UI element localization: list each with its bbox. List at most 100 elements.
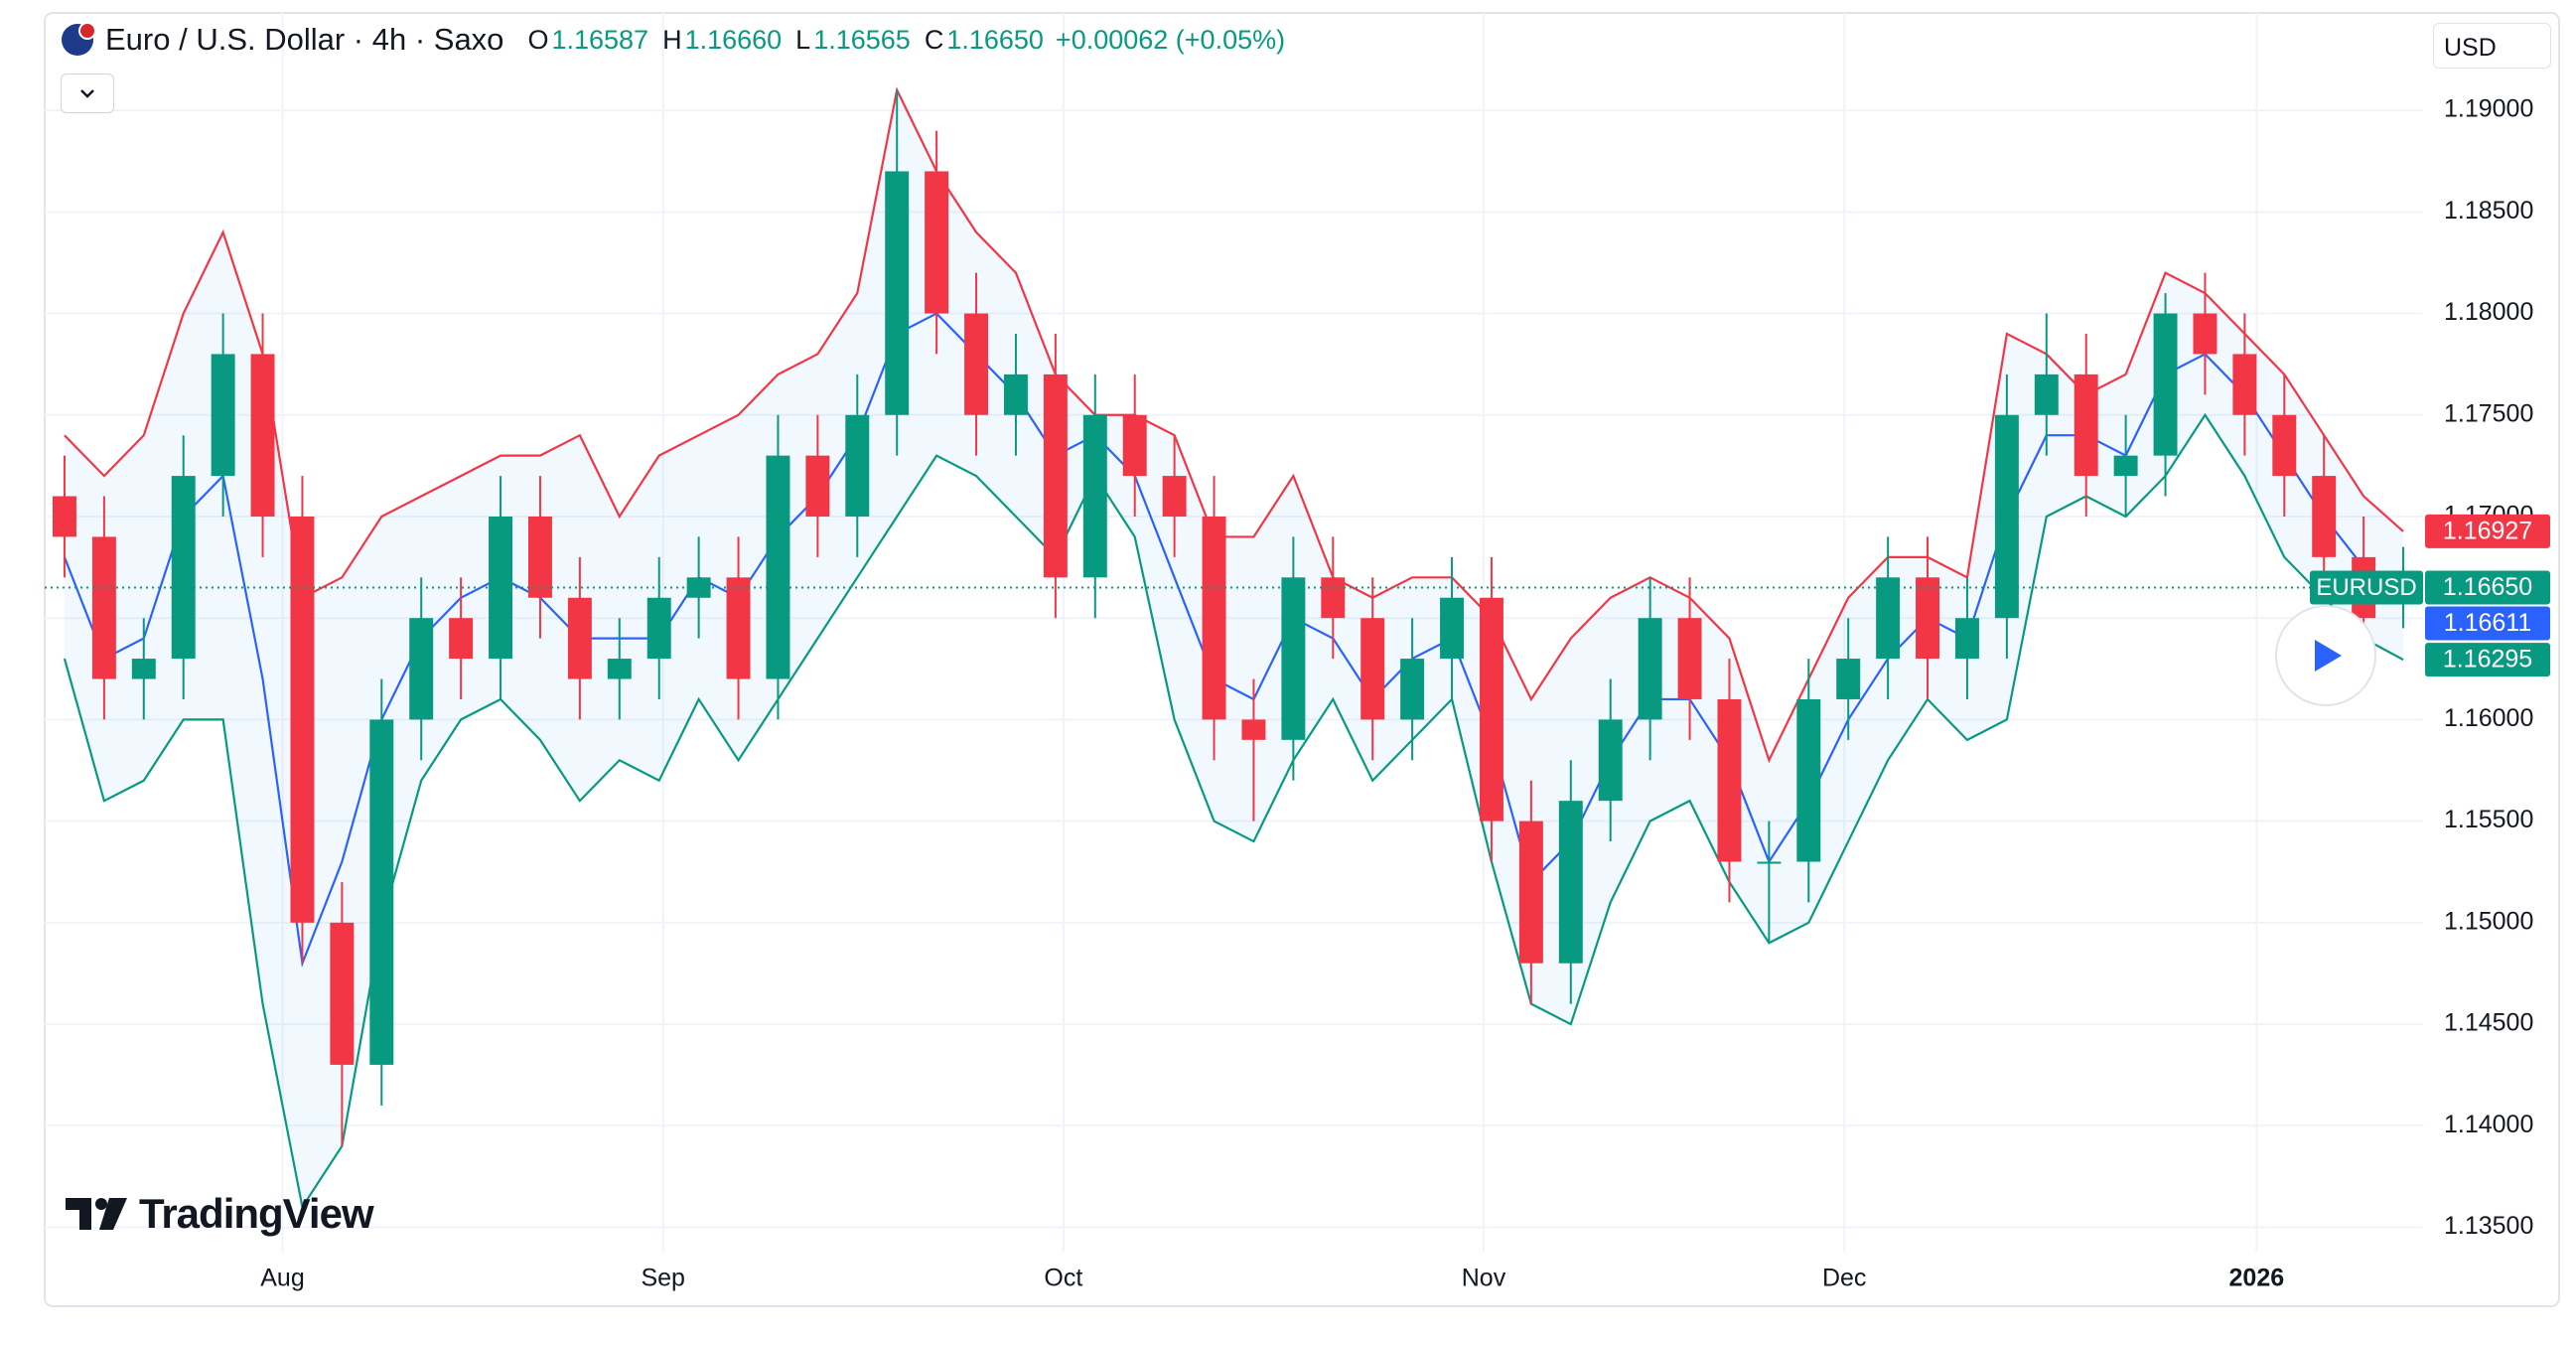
candle-body — [1836, 659, 1861, 699]
ohlc-key: C — [924, 24, 944, 55]
candle-body — [1440, 597, 1465, 660]
candle-body — [2034, 374, 2059, 415]
candle-body — [925, 171, 949, 314]
candle-body — [1360, 618, 1385, 720]
price-label: 1.16927 — [2443, 518, 2532, 545]
candle-body — [726, 577, 751, 679]
candle-body — [1757, 861, 1782, 864]
candle-body — [2272, 414, 2297, 477]
candle-body — [2312, 476, 2337, 557]
candle-body — [766, 455, 790, 679]
ohlc-value: 1.16650 — [946, 24, 1044, 55]
candle-body — [1558, 801, 1583, 964]
price-label: 1.16295 — [2443, 646, 2532, 673]
candle-body — [1281, 577, 1306, 740]
candle-body — [845, 414, 870, 517]
ohlc-item: H 1.16660 — [662, 25, 782, 56]
candle-body — [489, 516, 513, 660]
candle-body — [290, 516, 315, 923]
band-line — [64, 86, 2404, 764]
price-label: 1.16611 — [2444, 609, 2532, 637]
candle-body — [1082, 414, 1107, 578]
ohlc-value: 1.16565 — [813, 24, 911, 55]
ohlc-value: 1.16587 — [551, 24, 649, 55]
chevron-path[interactable] — [80, 89, 94, 98]
candle-body — [1479, 597, 1503, 822]
play-icon[interactable] — [2315, 640, 2342, 672]
y-tick-label: 1.15500 — [2444, 806, 2533, 833]
collapse-button[interactable] — [61, 74, 114, 113]
candle-body — [686, 577, 711, 598]
ohlc-legend: O 1.16587 H 1.16660 L 1.16565 C 1.16650 — [527, 25, 1043, 56]
y-tick-label: 1.18000 — [2444, 298, 2533, 326]
candle-body — [449, 618, 474, 660]
candle-body — [805, 455, 830, 517]
candle-body — [1321, 577, 1346, 619]
price-label-box — [2425, 643, 2550, 677]
x-tick-label: Dec — [1822, 1265, 1866, 1292]
logo-mark — [66, 1198, 127, 1230]
candle-body — [250, 354, 275, 517]
chevron[interactable] — [62, 75, 113, 112]
y-tick-label: 1.19000 — [2444, 95, 2533, 123]
candle-body — [1122, 414, 1147, 477]
price-label-box — [2425, 570, 2550, 605]
play-button[interactable] — [2275, 605, 2376, 706]
x-tick-label: Aug — [260, 1265, 304, 1292]
candle-body — [567, 597, 592, 679]
logo-shape — [66, 1198, 91, 1230]
candle-body — [211, 354, 235, 477]
candle-body — [1043, 374, 1068, 578]
candle-body — [964, 313, 989, 415]
ohlc-value: 1.16660 — [684, 24, 783, 55]
currency-button[interactable]: USD — [2433, 23, 2551, 69]
candle-body — [2193, 313, 2218, 355]
candle-body — [52, 496, 76, 537]
candle-body — [1400, 659, 1425, 720]
candle-body — [1916, 577, 1940, 660]
price-label-box — [2425, 606, 2550, 641]
candle-body — [1954, 618, 1979, 660]
band-line — [63, 412, 2404, 1210]
candles — [45, 89, 2423, 1146]
price-label: 1.16650 — [2443, 573, 2532, 601]
candle-body — [2232, 354, 2257, 415]
y-tick-label: 1.16000 — [2444, 704, 2533, 732]
legend-header: Euro / U.S. Dollar · 4h · Saxo O 1.16587 H… — [60, 22, 1285, 58]
chart-title: Euro / U.S. Dollar · 4h · Saxo — [105, 22, 504, 57]
candle-body — [527, 516, 552, 598]
candle-body — [1677, 618, 1702, 699]
candle-body — [409, 618, 434, 720]
candle-body — [1202, 516, 1226, 720]
tradingview-logo: TradingView — [66, 1190, 374, 1238]
candle-body — [131, 659, 156, 679]
candle-body — [1876, 577, 1901, 660]
logo-shape — [99, 1198, 127, 1230]
price-label-box — [2425, 514, 2550, 548]
candle-body — [1717, 698, 1742, 862]
candle-body — [2074, 374, 2098, 477]
candle-body — [607, 659, 632, 679]
candle-body — [1638, 618, 1662, 720]
candle-body — [2153, 313, 2178, 456]
band-fill — [64, 89, 2404, 1208]
ohlc-key: O — [527, 24, 549, 55]
candle-body — [1162, 476, 1187, 517]
y-tick-label: 1.15000 — [2444, 907, 2533, 935]
candle-body — [1994, 414, 2019, 619]
candle-body — [369, 719, 394, 1065]
logo-dot — [95, 1198, 107, 1210]
grid — [45, 13, 2423, 1252]
x-tick-label: Sep — [641, 1265, 684, 1292]
symbol-label: EURUSD — [2316, 574, 2416, 601]
candle-body — [1518, 821, 1543, 964]
y-tick-label: 1.18500 — [2444, 197, 2533, 224]
candle-body — [885, 171, 910, 415]
x-tick-label: Nov — [1462, 1265, 1506, 1292]
price-labels: 1.16927 1.16650 EURUSD 1.16611 1.16295 — [2310, 514, 2550, 677]
logo-text: TradingView — [139, 1190, 374, 1237]
candle-body — [1003, 374, 1028, 415]
candle-body — [1241, 719, 1266, 740]
y-tick-label: 1.14000 — [2444, 1111, 2533, 1138]
